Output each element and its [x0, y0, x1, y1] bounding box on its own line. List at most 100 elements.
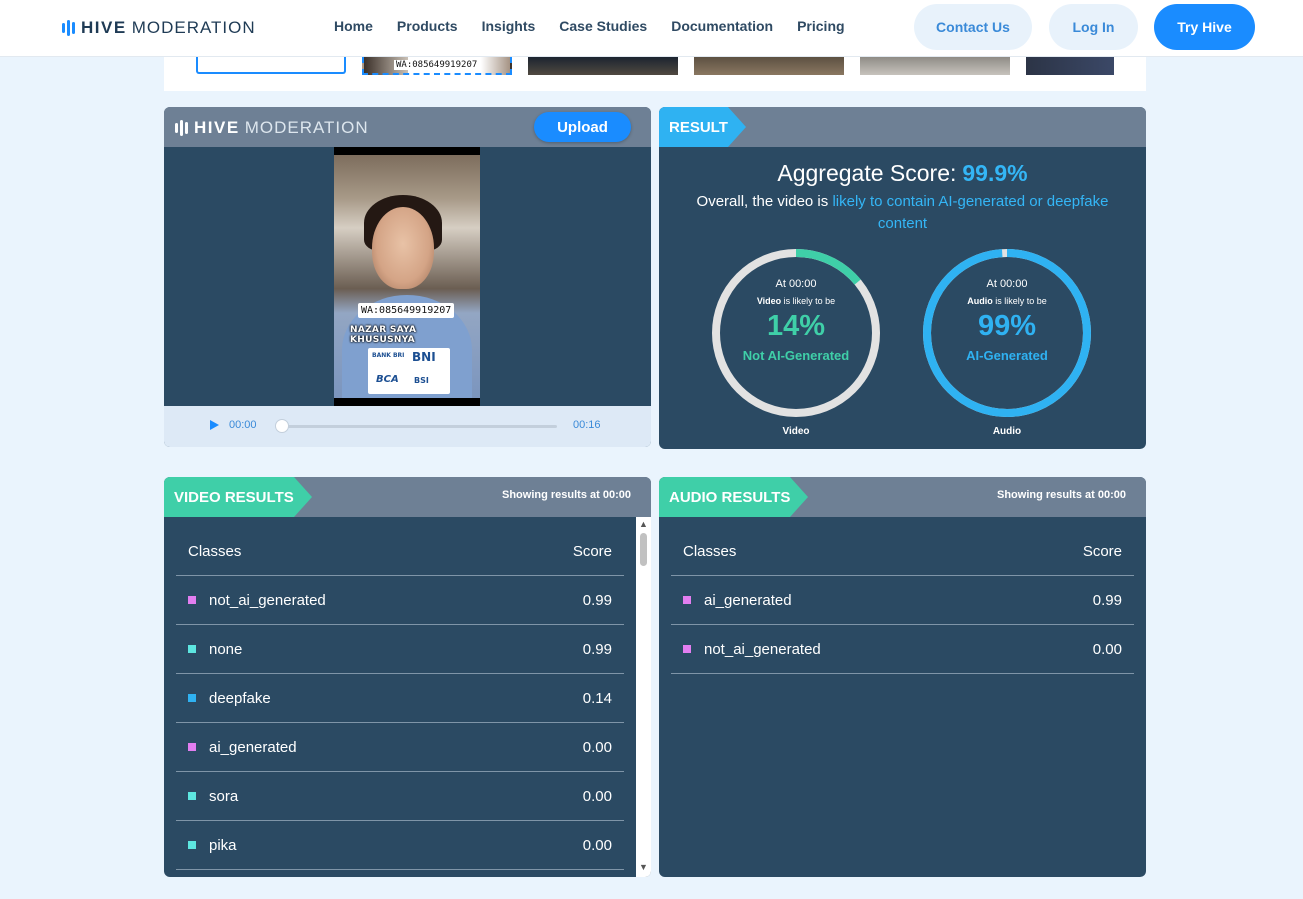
- bank-logo: BNI: [412, 350, 436, 364]
- audio-gauge-time: At 00:00: [986, 278, 1028, 290]
- overall-highlight: likely to contain AI-generated or deepfa…: [832, 193, 1109, 232]
- media-player-panel: HIVE MODERATION Upload WA:085649919207 N…: [164, 107, 651, 447]
- sample-thumbnail-selected[interactable]: WA:085649919207: [362, 57, 512, 75]
- class-color-swatch: [188, 645, 196, 653]
- aggregate-label: Aggregate Score:: [777, 160, 957, 186]
- try-hive-button[interactable]: Try Hive: [1154, 4, 1255, 50]
- seek-handle[interactable]: [275, 419, 289, 433]
- class-name: ai_generated: [704, 591, 792, 609]
- seek-bar[interactable]: [282, 425, 557, 428]
- bank-logo: BSI: [414, 376, 429, 385]
- class-color-swatch: [188, 694, 196, 702]
- result-header: RESULT: [659, 107, 1146, 147]
- column-classes: Classes: [188, 543, 242, 560]
- video-preview[interactable]: WA:085649919207 NAZAR SAYA KHUSUSNYA BAN…: [334, 147, 480, 406]
- table-header: Classes Score: [176, 535, 624, 576]
- table-row: none 0.99: [176, 625, 624, 674]
- class-score: 0.99: [1092, 591, 1122, 609]
- sample-thumbnail[interactable]: [528, 57, 678, 75]
- contact-us-button[interactable]: Contact Us: [914, 4, 1032, 50]
- table-row: not_ai_generated 0.00: [671, 625, 1134, 674]
- column-classes: Classes: [683, 543, 737, 560]
- aggregate-value: 99.9%: [962, 160, 1028, 186]
- class-color-swatch: [188, 596, 196, 604]
- class-color-swatch: [683, 596, 691, 604]
- hive-logo[interactable]: HIVE MODERATION: [62, 17, 256, 39]
- overall-verdict: Overall, the video is likely to contain …: [673, 191, 1132, 235]
- audio-gauge-caption: Audio is likely to be: [967, 296, 1047, 306]
- hive-logo-icon: [62, 20, 75, 36]
- class-name: ai_generated: [209, 738, 297, 756]
- nav-products[interactable]: Products: [396, 18, 458, 34]
- thumbnail-overlay-text: WA:085649919207: [394, 60, 480, 70]
- overall-prefix: Overall, the video is: [696, 193, 833, 210]
- upload-button[interactable]: Upload: [534, 112, 631, 142]
- video-gauge-arc: [712, 249, 880, 417]
- class-name: not_ai_generated: [704, 640, 821, 658]
- scroll-up-icon[interactable]: ▲: [639, 519, 648, 529]
- sample-thumbnail[interactable]: [860, 57, 1010, 75]
- audio-results-table: Classes Score ai_generated 0.99 not_ai_gen…: [671, 535, 1134, 674]
- column-score: Score: [572, 543, 612, 560]
- nav-pricing[interactable]: Pricing: [797, 18, 845, 34]
- class-score: 0.14: [582, 689, 612, 707]
- table-header: Classes Score: [671, 535, 1134, 576]
- audio-gauge-ring: [923, 249, 1091, 417]
- audio-results-ribbon: AUDIO RESULTS: [659, 477, 809, 517]
- class-score: 0.99: [582, 591, 612, 609]
- class-name: pika: [209, 836, 237, 854]
- audio-gauge-percent: 99%: [977, 310, 1037, 342]
- hive-logo-icon: [175, 120, 188, 136]
- audio-showing-results: Showing results at 00:00: [997, 489, 1126, 501]
- table-row: ai_generated 0.00: [176, 723, 624, 772]
- video-results-scrollbar[interactable]: ▲ ▼: [636, 517, 651, 877]
- scroll-down-icon[interactable]: ▼: [639, 862, 648, 872]
- bank-logo: BCA: [376, 374, 399, 385]
- log-in-button[interactable]: Log In: [1049, 4, 1138, 50]
- player-logo-light: MODERATION: [244, 118, 369, 137]
- video-results-ribbon: VIDEO RESULTS: [164, 477, 312, 517]
- aggregate-score: Aggregate Score: 99.9%: [659, 160, 1146, 187]
- player-logo-bold: HIVE: [194, 118, 240, 137]
- class-score: 0.00: [1092, 640, 1122, 658]
- bank-logo: BANK BRI: [372, 352, 405, 359]
- column-score: Score: [1082, 543, 1122, 560]
- sample-thumbnail[interactable]: [1026, 57, 1114, 75]
- video-gauge-label: Not AI-Generated: [742, 348, 850, 363]
- class-score: 0.00: [582, 738, 612, 756]
- class-score: 0.00: [582, 787, 612, 805]
- player-controls: 00:00 00:16: [164, 406, 651, 447]
- class-color-swatch: [188, 792, 196, 800]
- class-name: not_ai_generated: [209, 591, 326, 609]
- nav-documentation[interactable]: Documentation: [671, 18, 774, 34]
- logo-text-bold: HIVE: [81, 18, 127, 37]
- class-color-swatch: [188, 841, 196, 849]
- table-row: not_ai_generated 0.99: [176, 576, 624, 625]
- video-gauge: At 00:00 Video is likely to be 14% Not A…: [707, 244, 885, 422]
- video-gauge-ring: [712, 249, 880, 417]
- sample-thumbnail[interactable]: [196, 57, 346, 74]
- audio-gauge-arc: [923, 249, 1091, 417]
- class-score: 0.99: [582, 640, 612, 658]
- play-icon[interactable]: [210, 420, 219, 430]
- table-row: ai_generated 0.99: [671, 576, 1134, 625]
- audio-gauge-label: AI-Generated: [966, 348, 1048, 363]
- class-name: deepfake: [209, 689, 271, 707]
- video-overlay-caption: NAZAR SAYA KHUSUSNYA: [350, 325, 417, 345]
- audio-gauge-name: Audio: [992, 426, 1022, 437]
- scroll-thumb[interactable]: [640, 533, 647, 566]
- video-showing-results: Showing results at 00:00: [502, 489, 631, 501]
- nav-home[interactable]: Home: [334, 18, 373, 34]
- class-score: 0.00: [582, 836, 612, 854]
- nav-case-studies[interactable]: Case Studies: [559, 18, 648, 34]
- class-name: sora: [209, 787, 239, 805]
- nav-insights[interactable]: Insights: [481, 18, 536, 34]
- nav-links: Home Products Insights Case Studies Docu…: [334, 18, 869, 34]
- audio-results-header: AUDIO RESULTS Showing results at 00:00: [659, 477, 1146, 517]
- video-results-header: VIDEO RESULTS Showing results at 00:00: [164, 477, 651, 517]
- top-navbar: HIVE MODERATION Home Products Insights C…: [0, 0, 1303, 57]
- player-hive-logo: HIVE MODERATION: [175, 118, 369, 138]
- sample-thumbnail[interactable]: [694, 57, 844, 75]
- result-panel: RESULT Aggregate Score: 99.9% Overall, th…: [659, 107, 1146, 449]
- duration: 00:16: [573, 419, 601, 431]
